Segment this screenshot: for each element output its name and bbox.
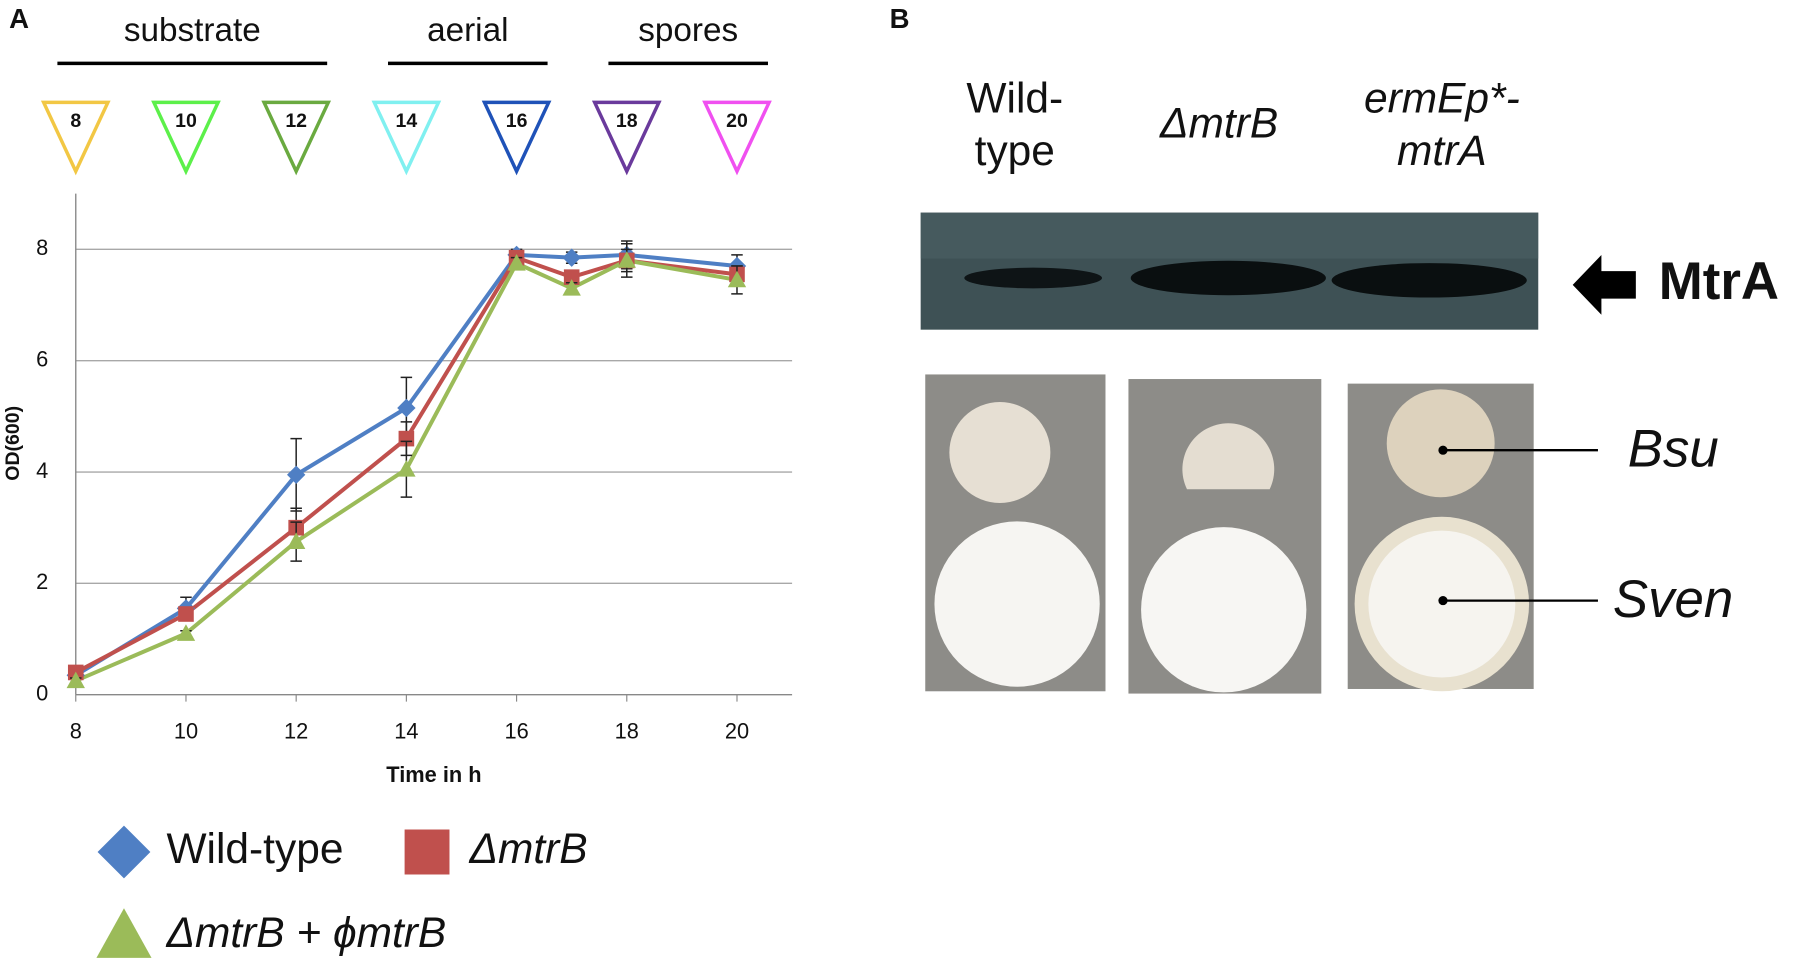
data-point [397, 398, 416, 418]
stage-label: 10 [175, 110, 197, 132]
data-point [617, 251, 636, 268]
column-heading: ΔmtrB [1159, 100, 1278, 147]
x-tick-label: 16 [504, 718, 528, 743]
legend-label: Wild-type [166, 825, 343, 872]
colony [1386, 389, 1495, 498]
blot-label: MtrA [1659, 252, 1779, 311]
colony [949, 401, 1051, 504]
stage-triangle [261, 100, 332, 176]
data-point [176, 624, 196, 641]
x-tick-label: 12 [284, 718, 308, 743]
data-point [178, 606, 194, 622]
data-point [727, 270, 747, 288]
panel-label: A [9, 3, 29, 34]
column-heading: type [975, 127, 1055, 174]
pointer-dot [1438, 596, 1448, 606]
legend-marker [97, 825, 151, 879]
y-tick-label: 8 [36, 235, 48, 260]
blot-band [1130, 260, 1326, 296]
column-heading: ermEp*- [1364, 74, 1520, 121]
x-tick-label: 8 [70, 718, 82, 743]
phase-label: spores [638, 12, 738, 49]
data-point [562, 279, 581, 296]
data-point [397, 460, 416, 477]
stage-label: 12 [285, 110, 307, 132]
stage-label: 16 [506, 110, 528, 132]
plate-label: Bsu [1628, 419, 1719, 478]
stage-label: 8 [70, 110, 81, 132]
data-point [286, 532, 306, 549]
stage-triangle [371, 100, 442, 176]
stage-triangle [481, 100, 552, 176]
blot-band [964, 267, 1103, 289]
stage-label: 18 [616, 110, 638, 132]
stage-label: 20 [726, 110, 748, 132]
legend-label: ΔmtrB + ϕmtrB [165, 909, 446, 956]
data-point [398, 430, 415, 447]
blot-band [1331, 263, 1527, 298]
arrow [1572, 255, 1636, 315]
phase-label: aerial [427, 12, 508, 49]
column-heading: Wild- [966, 74, 1063, 121]
stage-label: 14 [396, 110, 418, 132]
column-heading: mtrA [1397, 127, 1487, 174]
y-tick-label: 6 [36, 346, 48, 371]
y-axis-title: OD(600) [2, 406, 24, 481]
data-point [507, 254, 526, 271]
series-line [74, 258, 738, 683]
phase-label: substrate [124, 12, 261, 49]
data-point [286, 465, 306, 484]
y-tick-label: 4 [36, 458, 48, 483]
colony [1182, 423, 1275, 490]
colony [1141, 527, 1307, 693]
blot-shade [920, 212, 1539, 259]
x-tick-label: 18 [615, 718, 639, 743]
data-point [66, 671, 85, 689]
y-tick-label: 0 [36, 680, 48, 705]
data-point [563, 269, 580, 285]
data-point [562, 248, 581, 267]
x-tick-label: 20 [725, 718, 749, 743]
panel-label: B [890, 3, 910, 34]
stage-triangle [591, 100, 662, 176]
stage-triangle [702, 100, 772, 176]
x-tick-label: 14 [394, 718, 418, 743]
legend-label: ΔmtrB [469, 825, 588, 872]
y-tick-label: 2 [36, 569, 48, 594]
x-axis-title: Time in h [386, 762, 481, 787]
x-tick-label: 10 [174, 718, 198, 743]
colony [934, 521, 1100, 687]
legend-marker [404, 829, 450, 875]
plate-label: Sven [1613, 570, 1733, 629]
series-line [74, 252, 738, 677]
legend-marker [96, 908, 152, 958]
stage-triangle [40, 100, 111, 176]
pointer-dot [1438, 445, 1448, 455]
stage-triangle [151, 100, 221, 176]
